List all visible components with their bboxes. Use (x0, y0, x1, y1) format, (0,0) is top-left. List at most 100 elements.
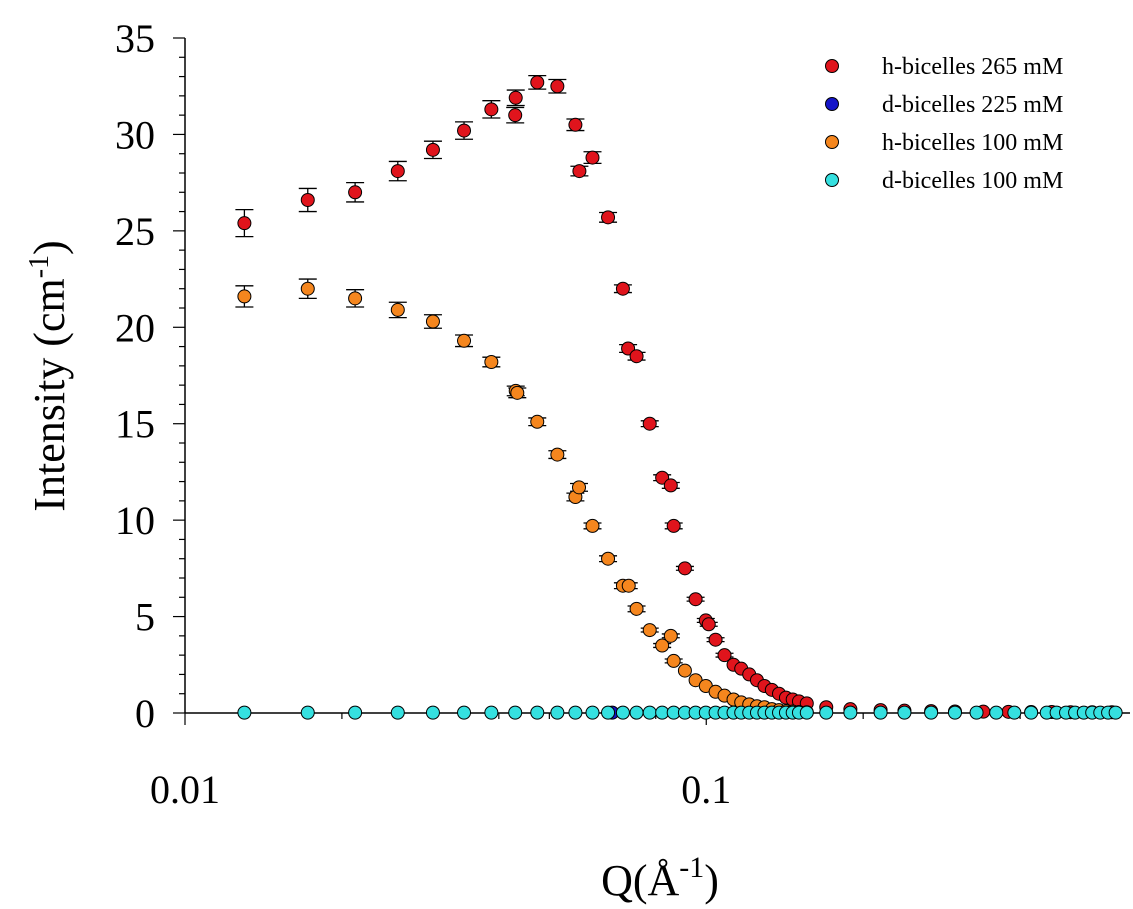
data-point (550, 447, 565, 462)
legend-marker (825, 97, 839, 111)
y-axis-title-text: Intensity (cm (25, 278, 74, 511)
data-point (237, 289, 252, 304)
legend: h-bicelles 265 mM d-bicelles 225 mM h-bice… (825, 54, 1063, 194)
data-point (510, 385, 525, 400)
x-axis-title-text: Q(Å (601, 856, 679, 905)
data-point (457, 333, 472, 348)
legend-marker (825, 173, 839, 187)
data-point (237, 705, 252, 720)
legend-label: h-bicelles 265 mM (882, 54, 1063, 80)
data-point (425, 705, 440, 720)
data-point (663, 478, 678, 493)
data-point (572, 164, 587, 179)
data-point (601, 210, 616, 225)
data-point (508, 705, 523, 720)
data-point (677, 561, 692, 576)
data-point (530, 75, 545, 90)
data-point (642, 623, 657, 638)
data-point (629, 349, 644, 364)
data-point (300, 705, 315, 720)
data-point (642, 705, 657, 720)
data-point (989, 705, 1004, 720)
data-point (300, 193, 315, 207)
y-tick-label: 25 (115, 209, 155, 254)
data-point (484, 102, 499, 117)
data-point (708, 632, 723, 647)
y-tick-label: 15 (115, 402, 155, 447)
series-3 (237, 705, 1123, 720)
data-point (550, 79, 565, 94)
y-tick-label: 5 (135, 595, 155, 640)
data-point (530, 705, 545, 720)
data-point (1024, 705, 1039, 720)
data-point (873, 705, 888, 720)
data-point (425, 142, 440, 157)
data-point (390, 302, 405, 317)
data-point (819, 705, 834, 720)
legend-label: d-bicelles 100 mM (882, 168, 1063, 194)
data-point (677, 663, 692, 678)
x-axis-title: Q(Å-1) (601, 851, 719, 905)
x-axis-title-suffix: ) (704, 856, 719, 905)
y-tick-label: 0 (135, 691, 155, 736)
data-point (348, 291, 363, 306)
y-tick-label: 20 (115, 305, 155, 350)
data-point (390, 705, 405, 720)
legend-label: d-bicelles 225 mM (882, 92, 1063, 118)
data-point (621, 578, 636, 593)
x-tick-label: 0.01 (150, 767, 220, 812)
data-point (688, 592, 703, 607)
data-point (550, 705, 565, 720)
data-point (655, 638, 670, 653)
data-point (666, 518, 681, 533)
x-tick-label: 0.1 (681, 767, 731, 812)
data-point (300, 281, 315, 296)
data-point (663, 628, 678, 643)
data-point (457, 123, 472, 138)
data-point (508, 90, 523, 105)
data-point (642, 416, 657, 431)
y-tick-label: 30 (115, 112, 155, 157)
data-point (585, 705, 600, 720)
y-axis-title-suffix: ) (25, 240, 74, 255)
data-point (585, 518, 600, 533)
data-point (615, 281, 630, 296)
x-axis-title-sup: -1 (679, 851, 704, 884)
data-point (390, 164, 405, 179)
data-point (701, 617, 716, 632)
data-point (897, 705, 912, 720)
data-point (237, 216, 252, 231)
data-point (843, 705, 858, 720)
legend-marker (825, 135, 839, 149)
data-point (924, 705, 939, 720)
data-marks (235, 74, 1123, 720)
data-point (484, 355, 499, 369)
data-point (568, 705, 583, 720)
y-tick-label: 10 (115, 498, 155, 543)
data-point (947, 705, 962, 720)
legend-marker (825, 59, 839, 73)
data-point (484, 705, 499, 720)
data-point (425, 314, 440, 329)
data-point (457, 705, 472, 720)
data-point (508, 108, 523, 123)
y-tick-label: 35 (115, 16, 155, 61)
legend-label: h-bicelles 100 mM (882, 130, 1063, 156)
data-point (1007, 705, 1022, 720)
data-point (629, 601, 644, 616)
data-point (572, 480, 587, 495)
data-point (530, 414, 545, 429)
y-axis-title: Intensity (cm-1) (24, 240, 74, 511)
data-point (666, 653, 681, 668)
data-point (585, 150, 600, 165)
axes: 0 5 10 15 20 25 30 35 0.01 0.1 (115, 16, 1130, 812)
data-point (717, 648, 732, 663)
y-axis-title-sup: -1 (24, 255, 55, 278)
data-point (601, 551, 616, 566)
data-point (629, 705, 644, 720)
data-point (348, 705, 363, 720)
data-point (601, 705, 616, 720)
data-point (969, 705, 984, 720)
data-point (799, 705, 814, 720)
